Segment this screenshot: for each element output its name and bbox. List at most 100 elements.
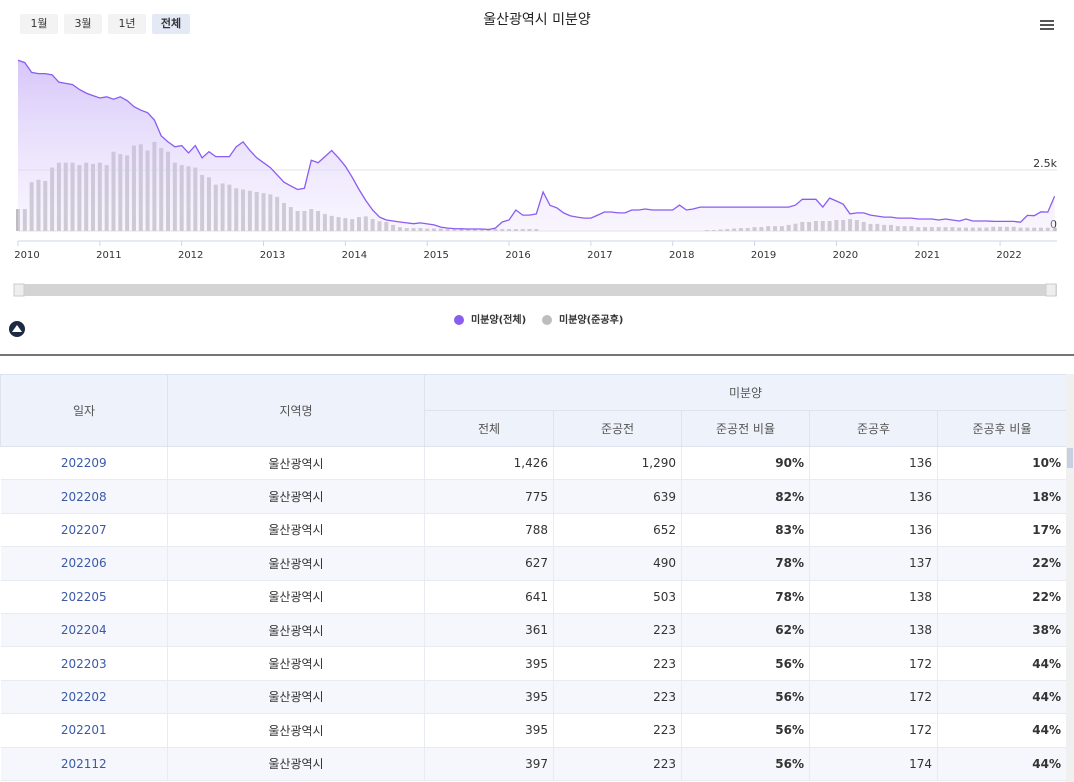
table-cell: 395 [424, 680, 554, 715]
data-table: 일자 지역명 미분양 전체 준공전 준공전 비율 준공후 준공후 비율 202209 울산광역시… [0, 374, 1068, 781]
table-cell: 10% [937, 446, 1068, 481]
table-cell: 울산광역시 [167, 680, 425, 715]
table-cell: 44% [937, 646, 1068, 681]
area [18, 60, 1055, 232]
x-tick-label: 2022 [996, 250, 1021, 261]
menu-icon[interactable] [1040, 20, 1054, 30]
table-cell: 202202 [0, 680, 168, 715]
header-sub: 준공후 비율 [936, 410, 1068, 447]
table-cell: 223 [553, 747, 682, 781]
x-tick-label: 2021 [915, 250, 940, 261]
table-cell: 90% [681, 446, 810, 481]
table-cell: 138 [809, 580, 938, 614]
table-cell: 울산광역시 [167, 446, 425, 481]
table-row: 202203 울산광역시 395 223 56% 172 44% [0, 646, 1068, 681]
table-cell: 202206 [0, 546, 168, 581]
table-cell: 223 [553, 646, 682, 681]
table-cell: 174 [809, 747, 938, 781]
table-cell: 78% [681, 546, 810, 581]
range-button[interactable]: 전체 [152, 14, 190, 34]
table-cell: 202208 [0, 479, 168, 514]
table-cell: 22% [937, 580, 1068, 614]
x-tick-label: 2013 [260, 250, 285, 261]
table-cell: 56% [681, 646, 810, 681]
legend-marker [542, 315, 552, 325]
range-button[interactable]: 1년 [108, 14, 146, 34]
table-cell: 78% [681, 580, 810, 614]
table-cell: 172 [809, 713, 938, 748]
table-cell: 397 [424, 747, 554, 781]
table-cell: 172 [809, 680, 938, 715]
table-cell: 44% [937, 713, 1068, 748]
table-cell: 639 [553, 479, 682, 514]
legend-marker [454, 315, 464, 325]
x-tick-label: 2018 [669, 250, 694, 261]
y-tick-label: 2.5k [1033, 157, 1057, 170]
logo-icon [9, 321, 25, 337]
table-cell: 652 [553, 513, 682, 548]
table-cell: 울산광역시 [167, 546, 425, 581]
x-tick-label: 2010 [14, 250, 39, 261]
table-cell: 223 [553, 713, 682, 748]
header-sub: 준공전 비율 [681, 410, 810, 447]
table-cell: 울산광역시 [167, 513, 425, 548]
line [17, 59, 1056, 231]
table-cell: 38% [937, 613, 1068, 648]
table-cell: 223 [553, 613, 682, 648]
table-cell: 202205 [0, 580, 168, 614]
table-cell: 136 [809, 446, 938, 481]
scrollbar[interactable] [14, 284, 1057, 296]
table-row: 202206 울산광역시 627 490 78% 137 22% [0, 546, 1068, 581]
scroll-left[interactable] [13, 283, 25, 297]
header-date: 일자 [0, 374, 168, 447]
table-cell: 56% [681, 747, 810, 781]
table-cell: 202201 [0, 713, 168, 748]
table-cell: 56% [681, 680, 810, 715]
table-cell: 22% [937, 546, 1068, 581]
table-cell: 627 [424, 546, 554, 581]
range-button[interactable]: 3월 [64, 14, 102, 34]
table-cell: 788 [424, 513, 554, 548]
header-region: 지역명 [167, 374, 425, 447]
chart-title: 울산광역시 미분양 [483, 12, 591, 28]
table-cell: 울산광역시 [167, 479, 425, 514]
table-cell: 18% [937, 479, 1068, 514]
x-tick-label: 2012 [178, 250, 203, 261]
table-scrollbar[interactable] [1066, 374, 1074, 782]
x-tick-label: 2014 [342, 250, 367, 261]
table-cell: 395 [424, 646, 554, 681]
table-row: 202207 울산광역시 788 652 83% 136 17% [0, 513, 1068, 548]
table-cell: 울산광역시 [167, 747, 425, 781]
table-cell: 울산광역시 [167, 713, 425, 748]
legend-label: 미분양(전체) [471, 313, 526, 326]
table-cell: 17% [937, 513, 1068, 548]
x-tick-label: 2015 [423, 250, 448, 261]
table-cell: 82% [681, 479, 810, 514]
table-scroll-thumb[interactable] [1067, 448, 1073, 468]
table-cell: 136 [809, 479, 938, 514]
table-cell: 울산광역시 [167, 580, 425, 614]
table-cell: 83% [681, 513, 810, 548]
table-cell: 62% [681, 613, 810, 648]
range-button[interactable]: 1월 [20, 14, 58, 34]
header-sub: 준공후 [809, 410, 938, 447]
table-cell: 172 [809, 646, 938, 681]
table-cell: 137 [809, 546, 938, 581]
header-sub: 준공전 [553, 410, 682, 447]
legend-label: 미분양(준공후) [559, 313, 623, 326]
x-tick-label: 2019 [751, 250, 776, 261]
table-cell: 641 [424, 580, 554, 614]
table-cell: 울산광역시 [167, 613, 425, 648]
table-cell: 1,426 [424, 446, 554, 481]
scroll-right[interactable] [1045, 283, 1057, 297]
table-row: 202112 울산광역시 397 223 56% 174 44% [0, 747, 1068, 781]
table-cell: 울산광역시 [167, 646, 425, 681]
table-cell: 56% [681, 713, 810, 748]
x-tick-label: 2016 [505, 250, 530, 261]
table-cell: 202112 [0, 747, 168, 781]
table-cell: 44% [937, 680, 1068, 715]
table-cell: 395 [424, 713, 554, 748]
table-row: 202208 울산광역시 775 639 82% 136 18% [0, 479, 1068, 514]
table-row: 202202 울산광역시 395 223 56% 172 44% [0, 680, 1068, 715]
